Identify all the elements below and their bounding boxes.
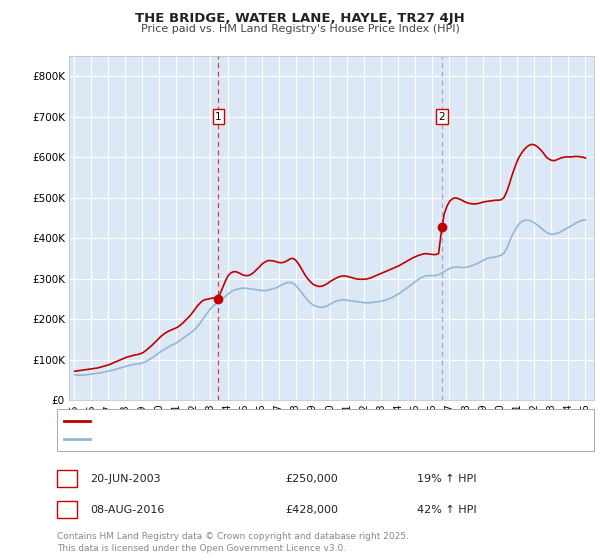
Text: Price paid vs. HM Land Registry's House Price Index (HPI): Price paid vs. HM Land Registry's House …	[140, 24, 460, 34]
Text: 42% ↑ HPI: 42% ↑ HPI	[417, 505, 476, 515]
Text: THE BRIDGE, WATER LANE, HAYLE, TR27 4JH (detached house): THE BRIDGE, WATER LANE, HAYLE, TR27 4JH …	[94, 417, 419, 426]
Text: 1: 1	[215, 112, 222, 122]
Text: 20-JUN-2003: 20-JUN-2003	[90, 474, 161, 484]
Text: 2: 2	[439, 112, 445, 122]
Text: £428,000: £428,000	[285, 505, 338, 515]
Text: Contains HM Land Registry data © Crown copyright and database right 2025.
This d: Contains HM Land Registry data © Crown c…	[57, 533, 409, 553]
Text: 2: 2	[64, 505, 70, 515]
Text: 1: 1	[64, 474, 70, 484]
Text: £250,000: £250,000	[285, 474, 338, 484]
Text: 19% ↑ HPI: 19% ↑ HPI	[417, 474, 476, 484]
Text: 08-AUG-2016: 08-AUG-2016	[90, 505, 164, 515]
Text: HPI: Average price, detached house, Cornwall: HPI: Average price, detached house, Corn…	[94, 434, 332, 444]
Text: THE BRIDGE, WATER LANE, HAYLE, TR27 4JH: THE BRIDGE, WATER LANE, HAYLE, TR27 4JH	[135, 12, 465, 25]
